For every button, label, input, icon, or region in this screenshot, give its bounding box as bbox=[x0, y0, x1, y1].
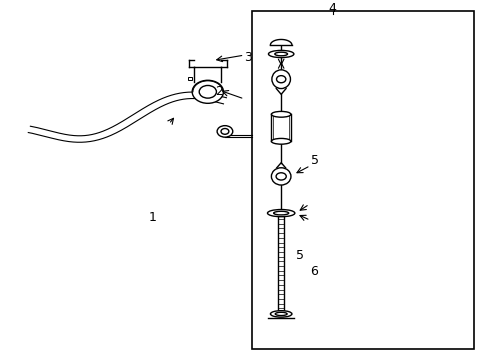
Text: 3: 3 bbox=[244, 51, 252, 64]
Circle shape bbox=[221, 129, 228, 134]
Ellipse shape bbox=[270, 311, 291, 317]
Ellipse shape bbox=[268, 50, 293, 58]
Circle shape bbox=[199, 85, 216, 98]
Polygon shape bbox=[28, 92, 226, 142]
Polygon shape bbox=[270, 40, 291, 45]
Circle shape bbox=[192, 80, 223, 103]
Ellipse shape bbox=[275, 312, 286, 315]
Text: 1: 1 bbox=[149, 211, 157, 224]
Ellipse shape bbox=[271, 168, 290, 185]
Bar bbox=[251, 11, 473, 349]
Bar bbox=[187, 77, 192, 80]
Ellipse shape bbox=[273, 211, 288, 215]
Ellipse shape bbox=[276, 173, 285, 180]
Ellipse shape bbox=[271, 138, 290, 144]
Ellipse shape bbox=[267, 210, 294, 217]
Text: 4: 4 bbox=[328, 3, 336, 15]
Text: 5: 5 bbox=[295, 249, 303, 262]
Text: 2: 2 bbox=[215, 85, 223, 98]
Ellipse shape bbox=[271, 112, 290, 117]
Ellipse shape bbox=[276, 76, 285, 83]
Text: 6: 6 bbox=[310, 265, 318, 278]
Ellipse shape bbox=[271, 70, 290, 89]
Circle shape bbox=[217, 126, 232, 137]
Ellipse shape bbox=[274, 52, 287, 56]
Text: 5: 5 bbox=[310, 154, 318, 167]
